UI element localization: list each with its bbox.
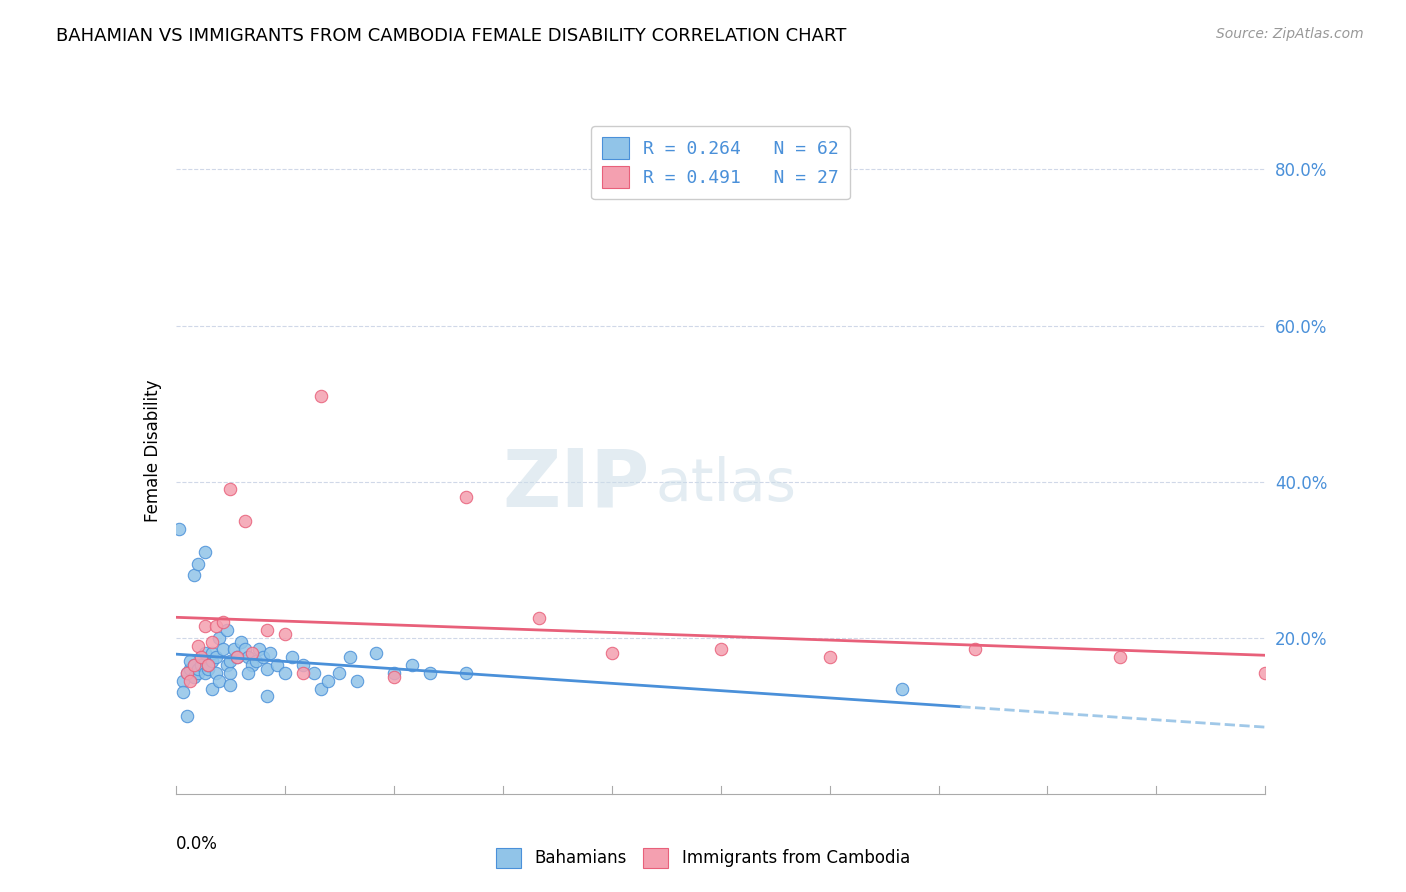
Point xyxy=(201,681,224,696)
Point xyxy=(183,658,205,673)
Point xyxy=(197,658,219,673)
Point xyxy=(259,646,281,660)
Point xyxy=(291,658,314,673)
Point xyxy=(233,642,256,657)
Point xyxy=(204,665,226,680)
Point xyxy=(274,665,297,680)
Legend: R = 0.264   N = 62, R = 0.491   N = 27: R = 0.264 N = 62, R = 0.491 N = 27 xyxy=(591,127,851,199)
Point xyxy=(183,568,205,582)
Point xyxy=(256,623,278,637)
Point xyxy=(179,662,201,676)
Point xyxy=(456,490,478,504)
Point xyxy=(197,662,219,676)
Point xyxy=(364,646,387,660)
Point xyxy=(172,673,194,688)
Point xyxy=(240,646,263,660)
Point xyxy=(190,650,212,665)
Point xyxy=(204,650,226,665)
Point xyxy=(1109,650,1132,665)
Point xyxy=(176,665,198,680)
Point xyxy=(281,650,304,665)
Point xyxy=(247,642,270,657)
Point xyxy=(240,658,263,673)
Point xyxy=(252,650,274,665)
Point xyxy=(194,619,217,633)
Point xyxy=(176,665,198,680)
Point xyxy=(309,681,332,696)
Point xyxy=(238,665,260,680)
Point xyxy=(346,673,368,688)
Point xyxy=(233,514,256,528)
Point xyxy=(291,665,314,680)
Point xyxy=(201,654,224,668)
Point xyxy=(226,650,249,665)
Point xyxy=(208,631,231,645)
Point xyxy=(212,615,235,630)
Point xyxy=(318,673,340,688)
Point xyxy=(382,670,405,684)
Point xyxy=(401,658,423,673)
Point xyxy=(219,665,242,680)
Point xyxy=(201,634,224,648)
Point xyxy=(1254,665,1277,680)
Point xyxy=(222,642,245,657)
Point xyxy=(186,557,209,571)
Point xyxy=(527,611,550,625)
Point xyxy=(328,665,350,680)
Point xyxy=(256,662,278,676)
Point xyxy=(190,650,212,665)
Point xyxy=(183,658,205,673)
Text: atlas: atlas xyxy=(655,457,796,513)
Text: ZIP: ZIP xyxy=(502,446,650,524)
Point xyxy=(194,665,217,680)
Point xyxy=(186,665,209,680)
Point xyxy=(891,681,914,696)
Point xyxy=(382,665,405,680)
Point xyxy=(186,639,209,653)
Point xyxy=(186,662,209,676)
Point xyxy=(169,521,191,535)
Point xyxy=(238,650,260,665)
Point xyxy=(190,658,212,673)
Point xyxy=(419,665,441,680)
Point xyxy=(201,646,224,660)
Y-axis label: Female Disability: Female Disability xyxy=(143,379,162,522)
Point xyxy=(226,650,249,665)
Point xyxy=(309,389,332,403)
Point xyxy=(339,650,361,665)
Point xyxy=(204,619,226,633)
Legend: Bahamians, Immigrants from Cambodia: Bahamians, Immigrants from Cambodia xyxy=(489,841,917,875)
Point xyxy=(274,627,297,641)
Point xyxy=(179,673,201,688)
Point xyxy=(600,646,623,660)
Point xyxy=(197,658,219,673)
Text: BAHAMIAN VS IMMIGRANTS FROM CAMBODIA FEMALE DISABILITY CORRELATION CHART: BAHAMIAN VS IMMIGRANTS FROM CAMBODIA FEM… xyxy=(56,27,846,45)
Point xyxy=(302,665,325,680)
Point xyxy=(208,673,231,688)
Text: Source: ZipAtlas.com: Source: ZipAtlas.com xyxy=(1216,27,1364,41)
Point xyxy=(963,642,986,657)
Point xyxy=(219,654,242,668)
Point xyxy=(215,623,238,637)
Point xyxy=(456,665,478,680)
Point xyxy=(172,685,194,699)
Point xyxy=(245,654,267,668)
Point xyxy=(212,642,235,657)
Point xyxy=(266,658,288,673)
Text: 0.0%: 0.0% xyxy=(176,835,218,853)
Point xyxy=(194,646,217,660)
Point xyxy=(179,654,201,668)
Point xyxy=(219,678,242,692)
Point xyxy=(176,708,198,723)
Point xyxy=(256,690,278,704)
Point xyxy=(215,658,238,673)
Point xyxy=(231,634,253,648)
Point xyxy=(219,483,242,497)
Point xyxy=(183,670,205,684)
Point xyxy=(818,650,841,665)
Point xyxy=(710,642,733,657)
Point xyxy=(194,545,217,559)
